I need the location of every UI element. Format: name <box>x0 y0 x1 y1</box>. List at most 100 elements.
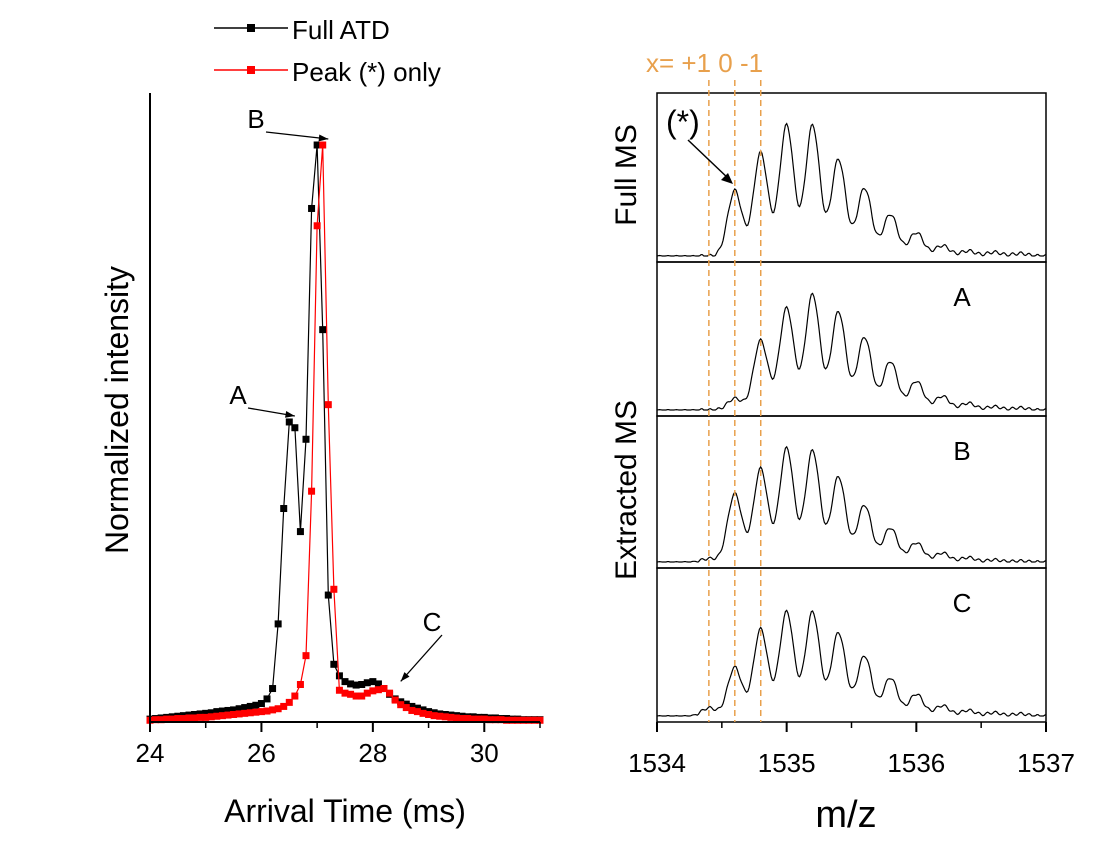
ms-panel-frame <box>656 567 1047 723</box>
atd-point <box>246 709 254 717</box>
atd-tick-label: 28 <box>358 738 387 768</box>
atd-point <box>358 692 366 700</box>
legend-marker-full <box>247 24 255 32</box>
atd-point <box>341 689 349 697</box>
atd-point <box>347 680 355 688</box>
atd-series-line-0 <box>149 144 540 721</box>
star-peak-label: (*) <box>666 104 700 140</box>
atd-point <box>168 715 176 723</box>
atd-point <box>246 702 254 710</box>
ms-trace-2 <box>656 445 1047 563</box>
atd-annotation-arrowhead <box>400 672 410 682</box>
atd-point <box>491 716 499 724</box>
atd-point <box>308 487 316 495</box>
atd-point <box>152 716 160 724</box>
atd-point <box>313 222 321 230</box>
atd-point <box>374 686 382 694</box>
atd-point <box>425 710 433 718</box>
atd-point <box>430 712 438 720</box>
atd-traces <box>146 141 544 724</box>
atd-point <box>363 679 371 687</box>
atd-point <box>280 702 288 710</box>
atd-point <box>285 418 293 426</box>
atd-point <box>174 715 182 723</box>
ms-panel-label: C <box>953 588 972 618</box>
atd-point <box>257 708 265 716</box>
atd-point <box>263 707 271 715</box>
atd-point <box>369 678 377 686</box>
atd-point <box>252 708 260 716</box>
atd-point <box>296 528 304 536</box>
atd-point <box>374 680 382 688</box>
ms-traces <box>656 122 1047 717</box>
atd-annotation-arrow <box>400 634 443 682</box>
ms-x-label: m/z <box>815 794 876 836</box>
atd-point <box>308 204 316 212</box>
atd-point <box>436 712 444 720</box>
atd-point <box>480 715 488 723</box>
atd-point <box>207 709 215 717</box>
atd-point <box>291 424 299 432</box>
atd-point <box>302 652 310 660</box>
atd-point <box>363 689 371 697</box>
atd-point <box>163 715 171 723</box>
atd-x-label: Arrival Time (ms) <box>224 793 466 829</box>
atd-point <box>291 692 299 700</box>
atd-annotation-label: A <box>229 380 247 410</box>
atd-axes-frame <box>149 93 540 723</box>
atd-point <box>419 709 427 717</box>
atd-point <box>369 687 377 695</box>
atd-point <box>202 709 210 717</box>
extracted-ms-label: Extracted MS <box>610 400 643 580</box>
atd-point <box>302 435 310 443</box>
atd-point <box>230 706 238 714</box>
ms-trace-1 <box>656 292 1047 411</box>
atd-annotation-arrowhead <box>318 134 329 142</box>
atd-point <box>319 326 327 334</box>
atd-point <box>330 585 338 593</box>
ms-x-ticks: 1534 1535 1536 1537 <box>628 722 1075 778</box>
atd-point <box>536 716 544 724</box>
atd-point <box>185 714 193 722</box>
ms-tick-label: 1534 <box>628 748 686 778</box>
atd-point <box>441 713 449 721</box>
ms-top-label: x= +1 0 -1 <box>646 48 763 78</box>
atd-point <box>179 715 187 723</box>
atd-point <box>224 706 232 714</box>
atd-point <box>202 713 210 721</box>
ms-panel-labels: A B C <box>953 282 972 618</box>
atd-point <box>280 505 288 513</box>
atd-point <box>525 716 533 724</box>
legend-label-full: Full ATD <box>292 15 390 45</box>
atd-point <box>263 695 271 703</box>
atd-point <box>241 709 249 717</box>
atd-annotation-arrowhead <box>285 411 295 418</box>
atd-point <box>257 700 265 708</box>
atd-point <box>241 704 249 712</box>
ms-trace-0 <box>656 122 1047 257</box>
atd-point <box>497 716 505 724</box>
atd-annotations: A B C <box>229 104 443 682</box>
atd-point <box>274 705 282 713</box>
atd-point <box>347 690 355 698</box>
atd-point <box>324 401 332 409</box>
atd-point <box>514 716 522 724</box>
atd-point <box>486 716 494 724</box>
legend-marker-peak <box>247 66 255 74</box>
atd-point <box>469 715 477 723</box>
atd-point <box>352 681 360 689</box>
atd-point <box>358 680 366 688</box>
atd-point <box>319 141 327 149</box>
atd-point <box>269 685 277 693</box>
ms-panel-frame <box>656 415 1047 569</box>
atd-point <box>324 591 332 599</box>
atd-point <box>452 714 460 722</box>
ms-panel: 1534 1535 1536 1537 x= +1 0 -1 m/z Full MS … <box>610 48 1075 836</box>
atd-point <box>296 680 304 688</box>
atd-point <box>386 689 394 697</box>
ms-dashed-lines <box>708 80 762 722</box>
atd-x-ticks: 24 26 28 30 <box>136 722 541 768</box>
atd-tick-label: 26 <box>247 738 276 768</box>
ms-tick-label: 1536 <box>887 748 945 778</box>
